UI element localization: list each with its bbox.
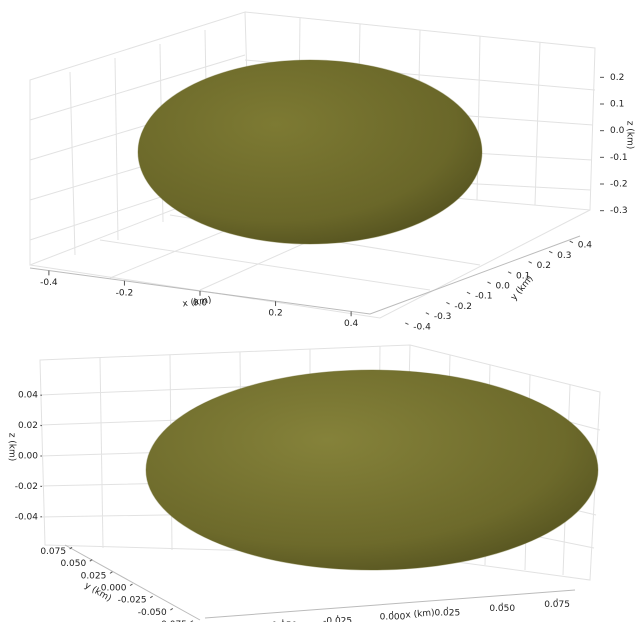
y-tick-label: 0.075 [40,547,66,557]
y-tick-label: -0.075 [158,620,187,622]
tick-mark [149,595,153,599]
tick-mark [548,250,553,254]
y-tick-label: 0.0 [496,282,511,292]
tick-mark [487,281,491,285]
z-tick-label: 0.04 [18,391,38,401]
x-tick-label: -0.050 [268,621,297,622]
z-tick-label: 0.1 [610,100,624,110]
tick-mark [129,583,133,587]
z-tick-label: 0.02 [18,421,38,431]
x-tick-label: 0.050 [489,604,515,614]
y-tick-label: -0.2 [454,302,472,312]
tick-mark [507,271,512,274]
x-tick-label: 0.000 [380,613,406,622]
z-axis-label: z (km) [625,121,635,150]
y-tick-label: 0.4 [578,241,593,251]
x-tick-label: -0.025 [323,617,352,622]
tick-mark [69,546,73,550]
tick-mark [405,322,409,325]
z-tick-label: 0.00 [18,452,38,462]
y-tick-label: 0.1 [516,271,530,281]
tick-mark [89,559,93,562]
x-tick-label: -0.2 [116,288,134,298]
tick-mark [425,312,430,315]
x-tick-label: 0.025 [434,608,460,618]
y-tick-label: 0.3 [557,251,571,261]
x-tick-label: 0.0 [193,299,208,309]
z-tick-label: 0.2 [610,73,624,83]
surface [145,369,599,571]
y-tick-label: 0.000 [101,584,127,594]
tick-mark [190,620,194,622]
z-axis-label: z (km) [7,433,17,462]
y-tick-label: 0.025 [81,571,107,581]
z-tick-label: -0.2 [610,180,628,190]
tick-mark [446,301,450,305]
tick-mark [170,608,174,611]
y-tick-label: 0.050 [60,559,86,569]
x-tick-label: 0.075 [544,600,570,610]
y-tick-label: -0.025 [118,596,147,606]
z-tick-label: -0.02 [15,482,38,492]
z-tick-label: -0.1 [610,153,628,163]
x-tick-label: 0.4 [344,319,359,329]
surface [137,59,483,245]
y-tick-label: -0.1 [475,292,493,302]
x-axis-label: x (km) [405,608,435,621]
z-tick-label: 0.0 [610,126,625,136]
tick-mark [569,240,574,244]
x-tick-label: 0.2 [268,309,282,319]
y-tick-label: -0.050 [138,608,167,618]
tick-mark [466,291,471,295]
z-tick-label: -0.3 [610,206,628,216]
z-tick-label: -0.04 [15,512,39,522]
tick-mark [109,571,113,574]
x-axis-label: x (km) [182,296,212,310]
tick-mark [528,261,533,264]
x-tick-label: -0.4 [40,278,58,288]
y-tick-label: -0.4 [413,322,431,332]
y-tick-label: -0.3 [434,312,452,322]
y-tick-label: 0.2 [537,261,551,271]
